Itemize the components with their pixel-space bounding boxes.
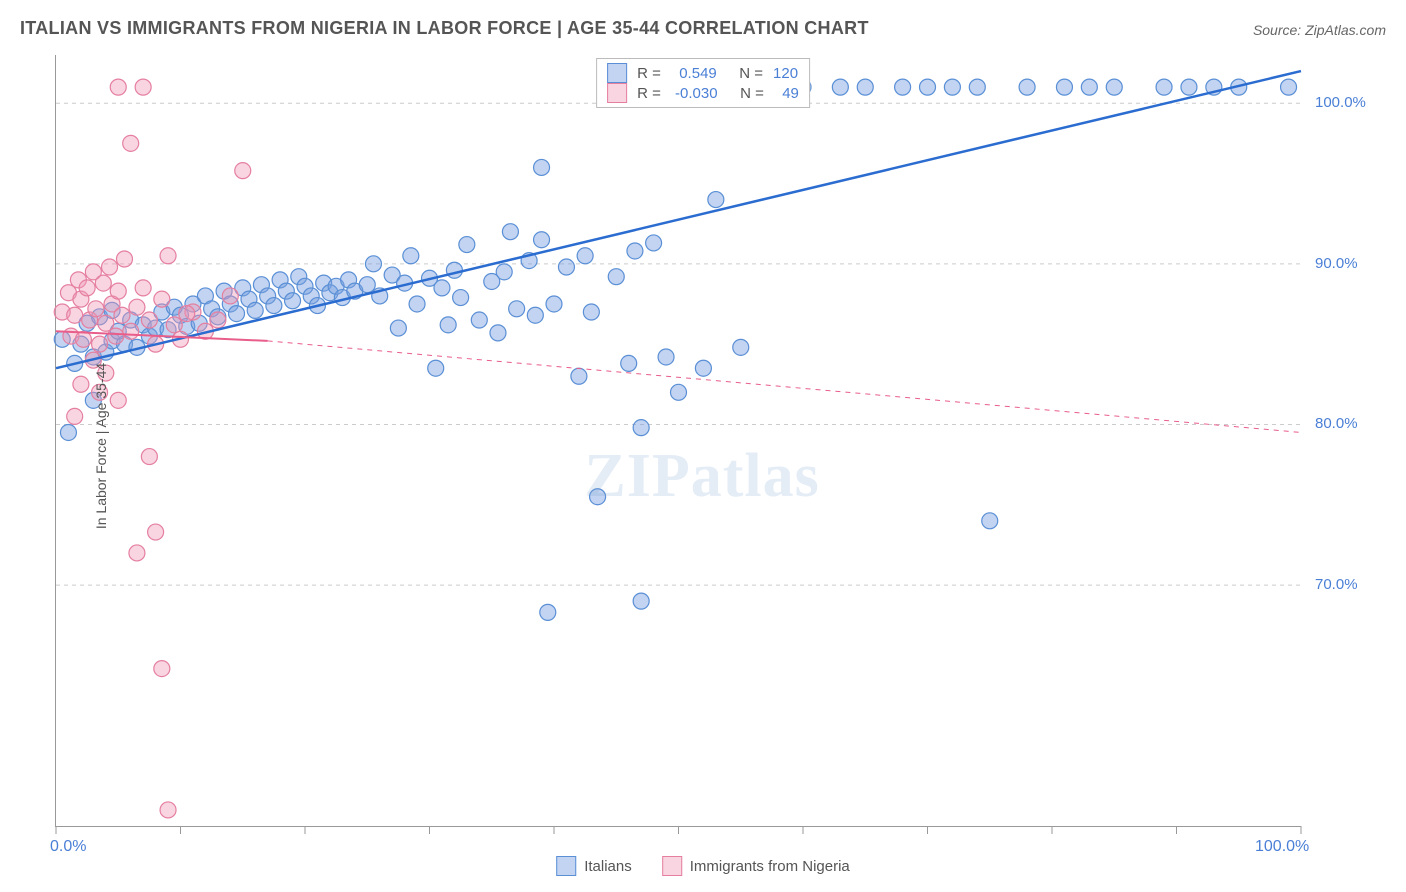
stats-r-value-0: 0.549 <box>671 65 717 82</box>
legend-item-nigeria: Immigrants from Nigeria <box>662 856 850 876</box>
y-tick-label: 80.0% <box>1315 415 1358 432</box>
stats-row-nigeria: R = -0.030 N = 49 <box>607 83 799 103</box>
legend-swatch-nigeria <box>662 856 682 876</box>
legend-label-nigeria: Immigrants from Nigeria <box>690 858 850 875</box>
y-axis-title: In Labor Force | Age 35-44 <box>93 363 109 529</box>
stats-r-value-1: -0.030 <box>671 85 718 102</box>
legend-label-italians: Italians <box>584 858 632 875</box>
stats-n-value-0: 120 <box>773 65 798 82</box>
stats-row-italians: R = 0.549 N = 120 <box>607 63 799 83</box>
stats-legend-box: R = 0.549 N = 120 R = -0.030 N = 49 <box>596 58 810 108</box>
plot-area: ZIPatlas <box>55 55 1301 827</box>
chart-svg <box>56 55 1301 826</box>
chart-container: { "title": "ITALIAN VS IMMIGRANTS FROM N… <box>0 0 1406 892</box>
legend-item-italians: Italians <box>556 856 632 876</box>
y-tick-label: 100.0% <box>1315 94 1366 111</box>
stats-n-value-1: 49 <box>774 85 799 102</box>
legend-swatch-italians <box>556 856 576 876</box>
source-attribution: Source: ZipAtlas.com <box>1253 22 1386 38</box>
stats-r-label-0: R = <box>637 65 661 82</box>
stats-n-label-0: N = <box>727 65 763 82</box>
y-tick-label: 70.0% <box>1315 576 1358 593</box>
stats-n-label-1: N = <box>728 85 764 102</box>
x-axis-label-min: 0.0% <box>50 838 86 856</box>
stats-swatch-italians <box>607 63 627 83</box>
x-axis-label-max: 100.0% <box>1255 838 1309 856</box>
stats-swatch-nigeria <box>607 83 627 103</box>
y-tick-label: 90.0% <box>1315 255 1358 272</box>
legend-bottom: Italians Immigrants from Nigeria <box>556 856 850 876</box>
chart-title: ITALIAN VS IMMIGRANTS FROM NIGERIA IN LA… <box>20 18 869 39</box>
stats-r-label-1: R = <box>637 85 661 102</box>
